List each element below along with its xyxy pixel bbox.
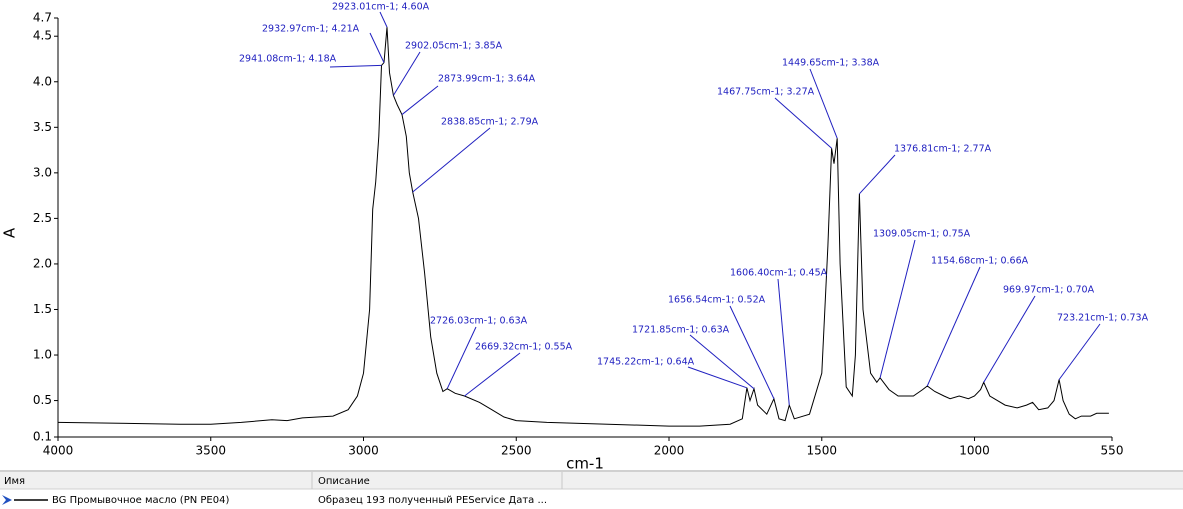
- annotation-leader: [412, 127, 491, 193]
- spectrum-line: [57, 27, 1109, 427]
- y-tick-label: 0.1: [33, 430, 52, 444]
- annotation-leader: [983, 295, 1036, 383]
- row-icon: [2, 495, 12, 505]
- y-tick-label: 1.0: [33, 348, 52, 362]
- annotation-leader: [729, 305, 775, 399]
- annotation-label: 2838.85cm-1; 2.79A: [441, 117, 539, 128]
- x-tick-label: 1000: [959, 444, 990, 458]
- table-cell[interactable]: BG Промывочное масло (PN PE04): [52, 495, 229, 506]
- annotation-label: 1376.81cm-1; 2.77A: [894, 144, 992, 155]
- table-header-cell: Имя: [4, 476, 25, 487]
- y-tick-label: 2.5: [33, 211, 52, 225]
- annotation-label: 1309.05cm-1; 0.75A: [873, 229, 971, 240]
- annotation-label: 2932.97cm-1; 4.21A: [262, 24, 360, 35]
- annotation-leader: [329, 64, 382, 68]
- annotation-leader: [879, 239, 916, 378]
- annotation-label: 2941.08cm-1; 4.18A: [239, 54, 337, 65]
- y-tick-label: 4.5: [33, 29, 52, 43]
- annotation-leader: [774, 97, 832, 149]
- y-tick-label: 3.0: [33, 165, 52, 179]
- y-axis-label: A: [1, 227, 19, 238]
- annotation-label: 2669.32cm-1; 0.55A: [475, 342, 573, 353]
- y-tick-label: 4.0: [33, 74, 52, 88]
- table-header: [0, 472, 1183, 489]
- annotation-leader: [401, 85, 439, 115]
- annotation-leader: [859, 154, 896, 195]
- annotation-leader: [369, 32, 385, 63]
- annotation-label: 2923.01cm-1; 4.60A: [332, 2, 430, 13]
- annotation-label: 1449.65cm-1; 3.38A: [782, 58, 880, 69]
- annotation-leader: [926, 266, 981, 387]
- annotation-leader: [379, 11, 388, 28]
- annotation-label: 2726.03cm-1; 0.63A: [430, 316, 528, 327]
- annotation-leader: [809, 68, 838, 139]
- annotation-label: 1154.68cm-1; 0.66A: [931, 256, 1029, 267]
- y-tick-label: 0.5: [33, 393, 52, 407]
- annotation-label: 1656.54cm-1; 0.52A: [668, 295, 766, 306]
- x-tick-label: 2500: [501, 444, 532, 458]
- annotation-label: 1606.40cm-1; 0.45A: [730, 268, 828, 279]
- annotation-leader: [446, 326, 477, 389]
- x-tick-label: 4000: [43, 444, 74, 458]
- y-tick-label: 1.5: [33, 302, 52, 316]
- table-header-cell: Описание: [318, 476, 370, 487]
- x-tick-label: 550: [1101, 444, 1124, 458]
- annotation-leader: [1058, 323, 1101, 380]
- x-tick-label: 3000: [348, 444, 379, 458]
- x-tick-label: 1500: [806, 444, 837, 458]
- annotation-label: 723.21cm-1; 0.73A: [1057, 313, 1149, 324]
- table-cell[interactable]: Образец 193 полученный PEService Дата ..…: [318, 495, 547, 506]
- annotation-label: 2873.99cm-1; 3.64A: [438, 74, 536, 85]
- x-tick-label: 2000: [654, 444, 685, 458]
- y-tick-label: 4.7: [33, 11, 52, 25]
- annotation-leader: [689, 334, 755, 390]
- annotation-leader: [393, 51, 421, 96]
- x-axis-label: cm-1: [566, 455, 604, 473]
- annotation-leader: [464, 352, 521, 397]
- y-tick-label: 2.0: [33, 256, 52, 270]
- annotation-label: 1745.22cm-1; 0.64A: [597, 357, 695, 368]
- annotation-label: 2902.05cm-1; 3.85A: [405, 41, 503, 52]
- x-tick-label: 3500: [195, 444, 226, 458]
- annotation-label: 969.97cm-1; 0.70A: [1003, 285, 1095, 296]
- annotation-leader: [687, 366, 748, 389]
- annotation-label: 1467.75cm-1; 3.27A: [717, 87, 815, 98]
- annotation-label: 1721.85cm-1; 0.63A: [632, 325, 730, 336]
- annotation-leader: [777, 278, 790, 406]
- y-tick-label: 3.5: [33, 120, 52, 134]
